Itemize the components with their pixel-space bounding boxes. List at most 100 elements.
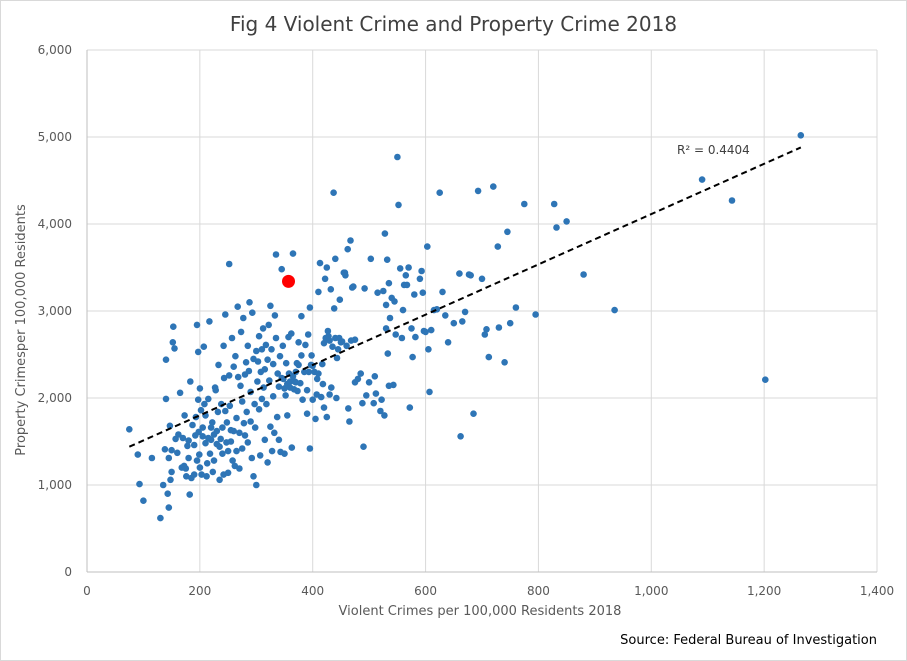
- data-point: [378, 396, 385, 404]
- data-point: [184, 442, 191, 450]
- data-point: [306, 445, 314, 452]
- data-point: [288, 444, 296, 451]
- data-point: [193, 321, 201, 329]
- data-point: [263, 400, 270, 408]
- data-point: [187, 378, 194, 385]
- data-point: [200, 343, 208, 351]
- source-note: Source: Federal Bureau of Investigation: [620, 633, 877, 648]
- data-point: [316, 259, 324, 267]
- data-point: [268, 346, 275, 353]
- x-tick-label: 400: [301, 584, 324, 598]
- data-point: [210, 457, 218, 464]
- x-tick-label: 0: [83, 584, 91, 598]
- data-point: [225, 372, 233, 379]
- data-point: [168, 446, 175, 454]
- chart-title: Fig 4 Violent Crime and Property Crime 2…: [229, 12, 678, 36]
- data-point: [382, 325, 390, 332]
- data-point: [226, 402, 234, 410]
- data-point: [408, 325, 415, 332]
- data-point: [195, 428, 202, 436]
- data-point: [266, 377, 273, 384]
- data-point: [247, 418, 254, 425]
- data-point: [243, 408, 250, 416]
- data-point: [233, 447, 240, 455]
- data-point: [350, 283, 357, 290]
- data-point: [209, 419, 216, 426]
- data-point: [360, 443, 367, 451]
- y-tick-label: 3,000: [38, 304, 72, 318]
- data-point: [550, 200, 558, 208]
- data-point: [259, 325, 267, 332]
- data-point: [162, 395, 170, 403]
- data-point: [333, 394, 340, 402]
- data-point: [271, 429, 278, 437]
- data-point: [381, 230, 389, 237]
- data-point: [171, 345, 178, 352]
- data-point: [521, 200, 528, 208]
- data-point: [198, 471, 205, 478]
- data-point: [328, 384, 335, 391]
- data-point: [234, 303, 241, 311]
- data-point: [326, 337, 333, 344]
- data-point: [501, 359, 508, 366]
- data-point: [459, 318, 466, 325]
- data-point: [267, 302, 274, 310]
- data-point: [326, 391, 333, 398]
- data-point: [236, 465, 243, 472]
- data-point: [170, 323, 177, 331]
- data-point: [199, 433, 206, 440]
- data-point: [324, 327, 332, 335]
- data-point: [140, 497, 147, 505]
- data-point: [359, 399, 366, 407]
- data-point: [281, 450, 288, 458]
- data-point: [426, 388, 433, 396]
- data-point: [203, 460, 211, 467]
- data-point: [365, 379, 373, 386]
- data-point: [219, 450, 226, 458]
- data-point: [215, 361, 222, 369]
- data-point: [196, 451, 203, 458]
- data-point: [478, 275, 486, 283]
- data-point: [303, 410, 311, 418]
- data-point: [234, 373, 242, 381]
- data-point: [245, 367, 253, 375]
- data-point: [418, 267, 425, 275]
- data-point: [166, 422, 174, 430]
- data-point: [157, 514, 164, 522]
- data-point: [385, 279, 393, 287]
- data-point: [396, 265, 404, 272]
- data-point: [186, 491, 193, 498]
- data-point: [338, 338, 346, 345]
- data-point: [384, 350, 392, 357]
- data-point: [217, 435, 224, 443]
- data-point: [411, 291, 418, 298]
- data-point: [230, 427, 237, 435]
- data-point: [409, 353, 416, 361]
- data-point: [425, 346, 432, 353]
- data-point: [255, 406, 263, 413]
- data-point: [320, 404, 328, 411]
- data-point: [179, 434, 187, 442]
- data-point: [238, 398, 246, 405]
- data-point: [227, 438, 235, 445]
- data-point: [390, 381, 397, 389]
- data-point: [315, 370, 322, 377]
- data-point: [391, 298, 398, 305]
- data-point: [305, 368, 313, 376]
- data-point: [176, 389, 184, 397]
- data-point: [216, 476, 223, 484]
- data-point: [274, 370, 282, 377]
- data-point: [553, 224, 560, 231]
- data-point: [260, 384, 267, 391]
- data-point: [194, 396, 202, 404]
- data-point: [181, 412, 188, 419]
- y-axis-label: Property Crimesper 100,000 Residents: [14, 204, 29, 456]
- data-point: [467, 272, 475, 279]
- data-point: [286, 378, 294, 385]
- data-point: [196, 385, 204, 392]
- data-point: [372, 390, 380, 397]
- data-point: [190, 471, 198, 478]
- data-point: [197, 406, 205, 414]
- data-point: [214, 408, 222, 416]
- data-point: [367, 255, 375, 263]
